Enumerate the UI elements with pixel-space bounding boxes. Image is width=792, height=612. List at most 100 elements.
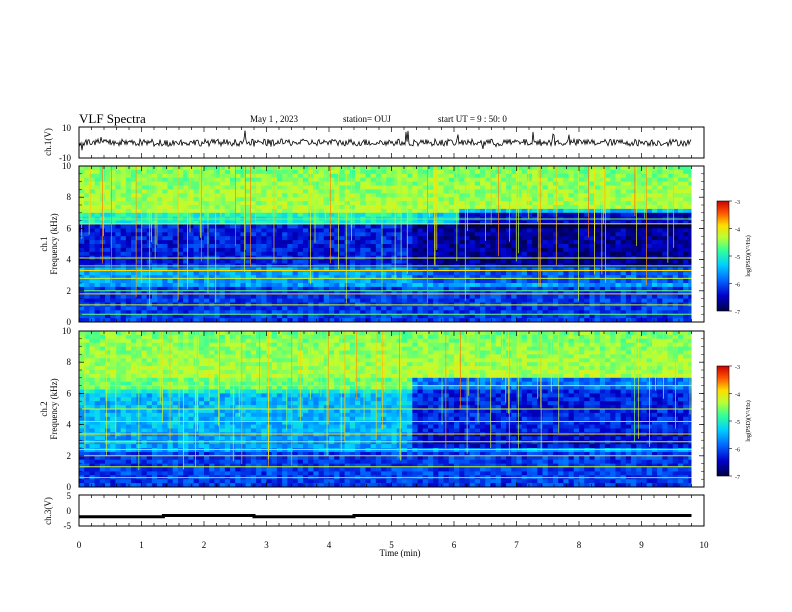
spectrogram-cell [568,173,575,179]
spectrogram-cell [694,252,700,256]
spectrogram-cell [287,220,294,226]
spectrogram-cell [401,290,408,296]
spectrogram-cell [94,251,101,257]
spectrogram-cell [542,318,549,322]
spectrogram-cell [115,240,122,245]
spectrogram-cell [365,279,372,284]
spectrogram-cell [641,197,648,202]
spectrogram-cell [318,173,325,179]
spectrogram-cell [261,201,268,206]
spectrogram-cell [360,173,367,179]
spectrogram-cell [485,259,492,265]
spectrogram-cell [318,298,325,304]
spectrogram-cell [245,220,252,226]
spectrogram-cell [448,193,455,198]
spectrogram-cell [594,298,601,304]
spectrogram-cell [677,306,684,311]
spectrogram-cell [177,247,184,253]
spectrogram-cell [282,279,288,284]
spectrogram-cell [266,208,273,214]
spectrogram-cell [162,212,169,218]
spectrogram-cell [511,259,518,265]
spectrogram-cell [292,314,299,319]
spectrogram-cell [344,224,351,229]
spectrogram-cell [162,275,169,280]
spectrogram-cell [146,318,153,322]
spectrogram-cell [250,279,257,284]
spectrogram-cell [370,228,377,233]
spectrogram-cell [521,177,528,183]
spectrogram-cell [459,208,466,214]
spectrogram-cell [188,224,195,229]
spectrogram-cell [235,236,242,241]
spectrogram-cell [177,224,184,229]
spectrogram-cell [542,185,549,190]
spectrogram-cell [620,247,627,253]
spectrogram-cell [365,306,372,311]
spectrogram-cell [547,205,554,210]
spectrogram-cell [490,201,497,206]
spectrogram-cell [271,173,278,179]
spectrogram-cell [339,212,346,218]
spectrogram-cell [412,314,419,319]
spectrogram-cell [360,232,367,237]
spectrogram-cell [282,166,288,171]
spectrogram-cell [141,212,148,218]
spectrogram-cell [214,236,221,241]
spectrogram-cell [563,232,570,237]
spectrogram-cell [651,306,658,311]
spectrogram-cell [694,170,700,175]
spectrogram-cell [542,169,549,175]
spectrogram-cell [495,275,502,280]
spectrogram-cell [651,286,658,292]
spectrogram-cell [448,314,455,319]
spectrogram-cell [526,224,533,229]
spectrogram-cell [136,232,143,237]
spectrogram-cell [506,310,512,315]
spectrogram-cell [625,197,632,202]
spectrogram-cell [490,306,497,311]
spectrogram-cell [516,173,523,179]
spectrogram-cell [599,310,606,315]
spectrogram-cell [355,290,361,296]
spectrogram-cell [204,267,210,272]
spectrogram-cell [417,220,424,226]
spectrogram-cell [360,208,367,214]
spectrogram-cell [568,181,575,187]
spectrogram-cell [532,201,538,206]
spectrogram-cell [261,298,268,304]
spectrogram-cell [407,306,413,311]
spectrogram-cell [688,275,693,280]
spectrogram-cell [287,298,294,304]
spectrogram-cell [474,310,481,315]
spectrogram-cell [568,290,575,296]
spectrogram-cell [292,283,299,288]
spectrogram-cell [230,166,236,171]
spectrogram-cell [193,232,200,237]
spectrogram-cell [287,208,294,214]
spectrogram-cell [141,290,148,296]
spectrogram-cell [631,294,637,300]
spectrogram-cell [667,259,674,265]
spectrogram-cell [417,224,424,229]
spectrogram-cell [417,228,424,233]
spectrogram-cell [146,314,153,319]
spectrogram-cell [276,189,283,194]
spectrogram-cell [302,283,309,288]
spectrogram-cell [292,212,299,218]
spectrogram-cell [302,208,309,214]
spectrogram-cell [172,259,179,265]
spectrogram-cell [110,310,117,315]
spectrogram-cell [438,314,445,319]
spectrogram-cell [443,267,450,272]
spectrogram-cell [552,201,559,206]
spectrogram-cell [193,228,200,233]
spectrogram-cell [599,279,606,284]
spectrogram-cell [360,177,367,183]
y-tick-label: 2 [67,286,72,296]
spectrogram-cell [558,224,564,229]
spectrogram-cell [344,169,351,175]
spectrogram-cell [480,208,486,214]
spectrogram-cell [547,197,554,202]
spectrogram-cell [282,244,288,249]
